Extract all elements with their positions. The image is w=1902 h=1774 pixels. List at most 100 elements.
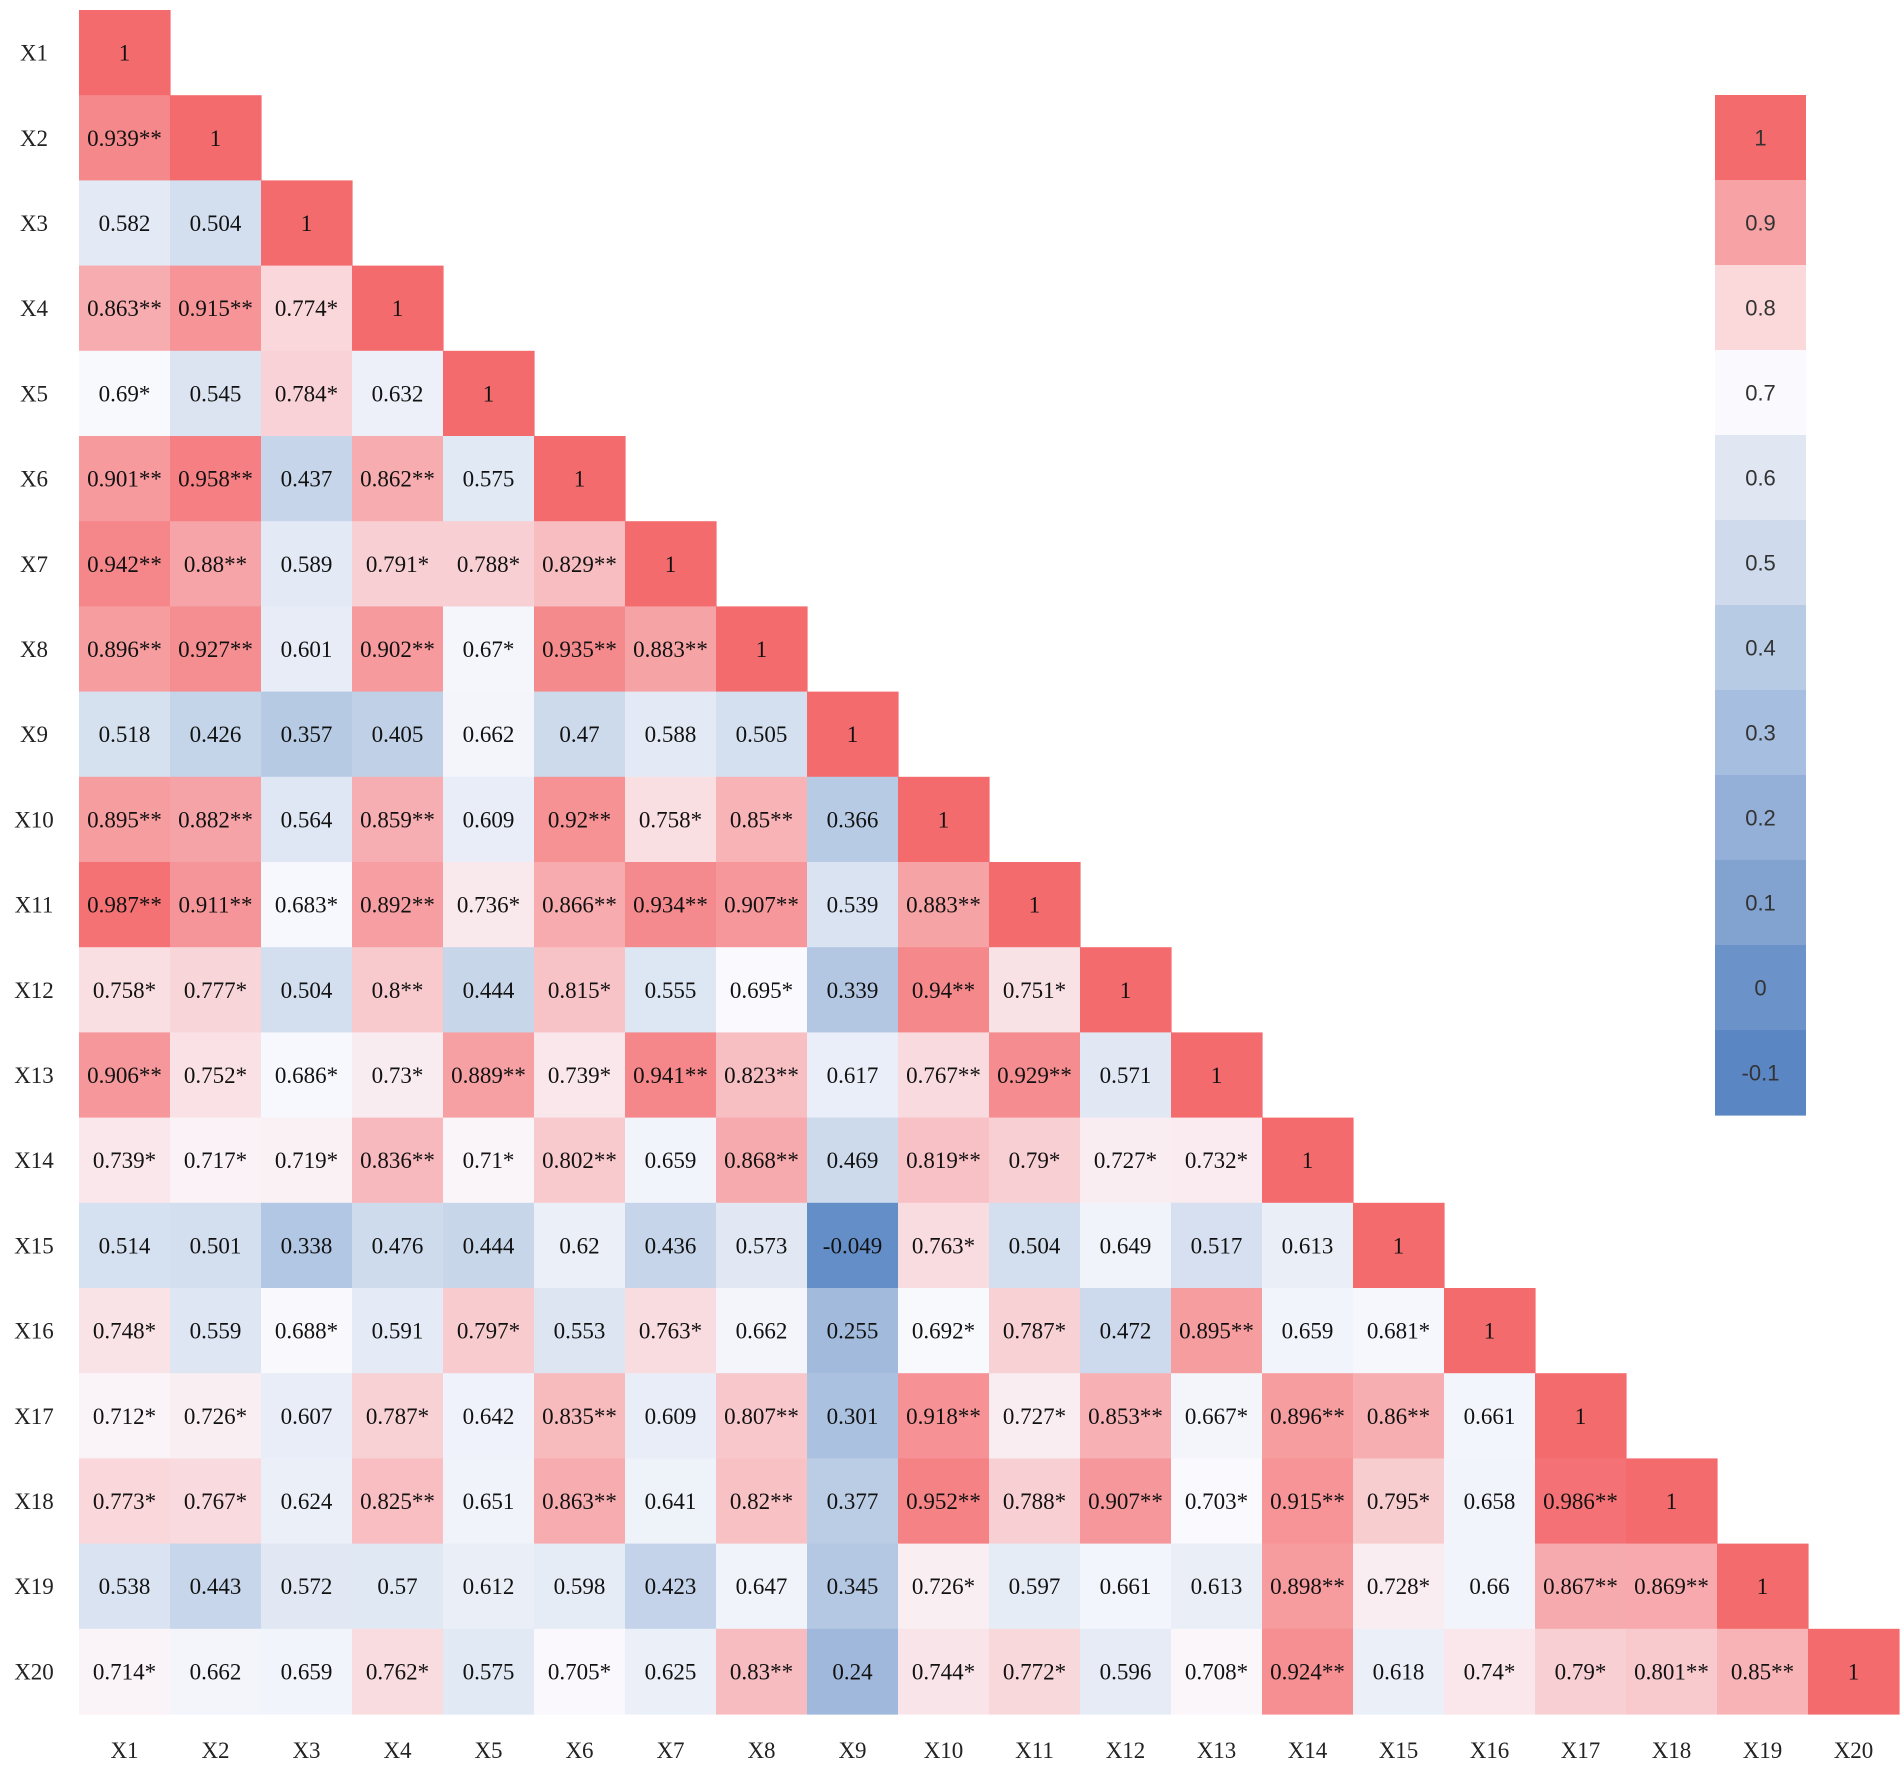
heatmap-cell-X19-X6	[534, 1543, 626, 1630]
cell-label-X14-X13: 0.732*	[1185, 1148, 1248, 1173]
cell-label-X13-X8: 0.823**	[724, 1063, 799, 1088]
cell-label-X14-X3: 0.719*	[275, 1148, 338, 1173]
cell-label-X20-X13: 0.708*	[1185, 1659, 1248, 1684]
cell-label-X9-X9: 1	[847, 722, 859, 747]
cell-label-X18-X5: 0.651	[463, 1489, 515, 1514]
heatmap-cell-X18-X7	[625, 1458, 717, 1545]
heatmap-cell-X8-X8	[716, 606, 808, 693]
heatmap-cell-X14-X3	[261, 1117, 353, 1204]
heatmap-cell-X20-X7	[625, 1628, 717, 1715]
cell-label-X12-X10: 0.94**	[912, 978, 975, 1003]
cell-label-X16-X13: 0.895**	[1179, 1319, 1254, 1344]
heatmap-cell-X13-X1	[79, 1032, 171, 1119]
heatmap-cell-X20-X9	[807, 1628, 899, 1715]
cell-label-X15-X1: 0.514	[99, 1233, 151, 1258]
heatmap-cell-X15-X1	[79, 1202, 171, 1289]
cell-label-X15-X2: 0.501	[190, 1233, 242, 1258]
cell-label-X9-X3: 0.357	[281, 722, 333, 747]
cell-label-X19-X9: 0.345	[827, 1574, 879, 1599]
cell-label-X20-X8: 0.83**	[730, 1659, 793, 1684]
heatmap-cell-X4-X4	[352, 265, 444, 352]
heatmap-cell-X12-X11	[989, 947, 1081, 1033]
heatmap-cell-X19-X14	[1262, 1543, 1354, 1630]
heatmap-cell-X19-X4	[352, 1543, 444, 1630]
row-label-X11: X11	[15, 893, 54, 918]
colorbar-swatch-0.5	[1715, 520, 1806, 606]
cell-label-X4-X3: 0.774*	[275, 296, 338, 321]
cell-label-X16-X7: 0.763*	[639, 1319, 702, 1344]
heatmap-cell-X19-X12	[1080, 1543, 1172, 1630]
heatmap-cell-X17-X17	[1535, 1373, 1627, 1459]
cell-label-X18-X15: 0.795*	[1367, 1489, 1430, 1514]
heatmap-cell-X14-X11	[989, 1117, 1081, 1204]
heatmap-cell-X16-X4	[352, 1288, 444, 1374]
cell-label-X20-X9: 0.24	[832, 1659, 873, 1684]
row-label-X12: X12	[14, 978, 54, 1003]
column-label-X17: X17	[1561, 1738, 1601, 1763]
heatmap-cell-X15-X13	[1171, 1202, 1263, 1289]
column-label-X16: X16	[1470, 1738, 1510, 1763]
heatmap-cell-X14-X6	[534, 1117, 626, 1204]
heatmap-cell-X20-X8	[716, 1628, 808, 1715]
heatmap-cell-X20-X14	[1262, 1628, 1354, 1715]
cell-label-X19-X11: 0.597	[1009, 1574, 1061, 1599]
heatmap-cell-X16-X15	[1353, 1288, 1445, 1374]
colorbar-swatch-0.1	[1715, 860, 1806, 946]
cell-label-X5-X2: 0.545	[190, 381, 242, 406]
cell-label-X7-X4: 0.791*	[366, 552, 429, 577]
cell-label-X16-X12: 0.472	[1100, 1319, 1152, 1344]
heatmap-cell-X20-X19	[1717, 1628, 1809, 1715]
cell-label-X10-X9: 0.366	[827, 807, 879, 832]
cell-label-X13-X5: 0.889**	[451, 1063, 526, 1088]
heatmap-cell-X15-X15	[1353, 1202, 1445, 1289]
heatmap-cell-X18-X17	[1535, 1458, 1627, 1545]
cell-label-X9-X7: 0.588	[645, 722, 697, 747]
heatmap-cell-X11-X10	[898, 862, 990, 948]
heatmap-cell-X17-X11	[989, 1373, 1081, 1459]
cell-label-X19-X12: 0.661	[1100, 1574, 1152, 1599]
cell-label-X16-X5: 0.797*	[457, 1319, 520, 1344]
column-label-X7: X7	[656, 1738, 684, 1763]
heatmap-cell-X19-X3	[261, 1543, 353, 1630]
heatmap-cell-X20-X5	[443, 1628, 535, 1715]
cell-label-X18-X7: 0.641	[645, 1489, 697, 1514]
heatmap-cell-X18-X11	[989, 1458, 1081, 1545]
cell-label-X17-X3: 0.607	[281, 1404, 333, 1429]
cell-label-X10-X6: 0.92**	[548, 807, 611, 832]
colorbar-swatch-0.3	[1715, 690, 1806, 776]
cell-label-X11-X6: 0.866**	[542, 893, 617, 918]
cell-label-X17-X4: 0.787*	[366, 1404, 429, 1429]
cell-label-X13-X10: 0.767**	[906, 1063, 981, 1088]
heatmap-cell-X19-X11	[989, 1543, 1081, 1630]
cell-label-X13-X12: 0.571	[1100, 1063, 1152, 1088]
heatmap-cell-X8-X3	[261, 606, 353, 693]
cell-label-X15-X3: 0.338	[281, 1233, 333, 1258]
heatmap-cell-X15-X6	[534, 1202, 626, 1289]
heatmap-cell-X17-X6	[534, 1373, 626, 1459]
cell-label-X15-X12: 0.649	[1100, 1233, 1152, 1258]
cell-label-X18-X9: 0.377	[827, 1489, 879, 1514]
cell-label-X12-X7: 0.555	[645, 978, 697, 1003]
heatmap-cell-X12-X5	[443, 947, 535, 1033]
heatmap-cell-X18-X10	[898, 1458, 990, 1545]
heatmap-cell-X14-X13	[1171, 1117, 1263, 1204]
heatmap-cell-X20-X4	[352, 1628, 444, 1715]
row-label-X18: X18	[14, 1489, 54, 1514]
cell-label-X15-X8: 0.573	[736, 1233, 788, 1258]
heatmap-cell-X14-X5	[443, 1117, 535, 1204]
heatmap-cell-X1-X1	[79, 10, 171, 96]
cell-label-X7-X5: 0.788*	[457, 552, 520, 577]
heatmap-cell-X14-X14	[1262, 1117, 1354, 1204]
cell-label-X19-X10: 0.726*	[912, 1574, 975, 1599]
cell-label-X20-X15: 0.618	[1373, 1659, 1425, 1684]
heatmap-cell-X15-X5	[443, 1202, 535, 1289]
heatmap-cell-X4-X3	[261, 265, 353, 352]
column-label-X14: X14	[1288, 1738, 1328, 1763]
heatmap-cell-X17-X15	[1353, 1373, 1445, 1459]
heatmap-cell-X14-X10	[898, 1117, 990, 1204]
column-label-X1: X1	[110, 1738, 138, 1763]
cell-label-X9-X2: 0.426	[190, 722, 242, 747]
heatmap-cell-X13-X5	[443, 1032, 535, 1119]
cell-label-X20-X1: 0.714*	[93, 1659, 156, 1684]
